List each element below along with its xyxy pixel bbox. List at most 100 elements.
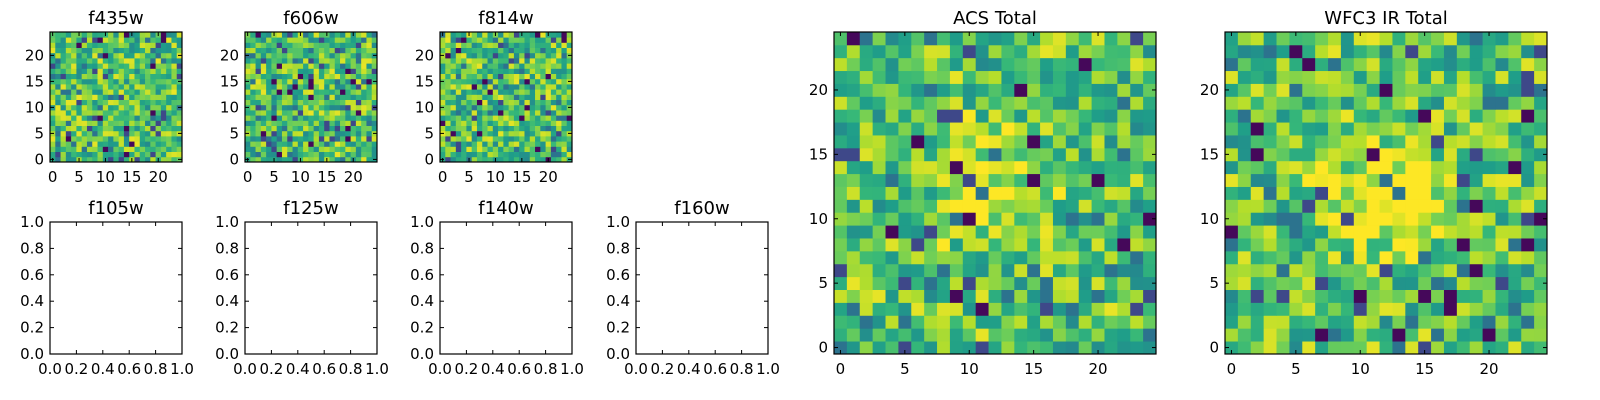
heatmap-cell: [949, 212, 964, 226]
heatmap-cell: [440, 42, 446, 48]
heatmap-cell: [303, 42, 309, 48]
heatmap-cell: [1508, 302, 1522, 316]
x-tick-label: 20: [344, 168, 363, 186]
heatmap-cell: [108, 115, 114, 121]
heatmap-cell: [529, 68, 536, 74]
heatmap-cell: [503, 120, 510, 126]
heatmap-cell: [471, 52, 478, 59]
heatmap-cell: [361, 115, 367, 121]
heatmap-cell: [1289, 57, 1303, 72]
heatmap-cell: [1263, 83, 1277, 97]
heatmap-cell: [988, 328, 1002, 342]
heatmap-cell: [445, 151, 451, 158]
heatmap-cell: [1328, 341, 1342, 355]
heatmap-cell: [1040, 70, 1054, 84]
heatmap-cell: [937, 147, 951, 162]
heatmap-cell: [885, 147, 899, 162]
heatmap-cell: [482, 136, 488, 142]
heatmap-cell: [65, 104, 72, 111]
heatmap-cell: [292, 73, 299, 80]
heatmap-cell: [1392, 135, 1406, 149]
heatmap-cell: [846, 83, 861, 97]
heatmap-cell: [1276, 122, 1290, 136]
heatmap-cell: [145, 68, 151, 74]
heatmap-cell: [1027, 83, 1041, 97]
heatmap-cell: [949, 160, 964, 175]
heatmap-cell: [975, 147, 989, 162]
heatmap-cell: [1443, 250, 1458, 265]
heatmap-cell: [834, 199, 848, 213]
heatmap-cell: [313, 156, 320, 163]
x-tick-label: 5: [464, 168, 474, 186]
heatmap-cell: [1328, 289, 1342, 303]
heatmap-cell: [150, 47, 156, 54]
heatmap-cell: [561, 146, 568, 152]
panel-title: ACS Total: [953, 8, 1037, 29]
heatmap-cell: [471, 94, 478, 100]
heatmap-cell: [1340, 263, 1355, 278]
heatmap-cell: [118, 130, 125, 137]
heatmap-cell: [455, 84, 462, 90]
heatmap-cell: [1315, 276, 1329, 290]
heatmap-cell: [139, 94, 146, 100]
heatmap-cell: [498, 141, 504, 147]
heatmap-cell: [92, 37, 98, 43]
y-tick-label: 5: [1209, 274, 1219, 292]
heatmap-cell: [535, 78, 541, 85]
heatmap-cell: [498, 84, 504, 90]
y-tick-label: 0.0: [215, 345, 239, 363]
heatmap-cell: [276, 63, 283, 69]
heatmap-cell: [1302, 276, 1316, 290]
heatmap-cell: [1418, 135, 1432, 149]
heatmap-cell: [329, 63, 336, 69]
heatmap-cell: [65, 73, 72, 80]
heatmap-cell: [303, 110, 309, 116]
heatmap-cell: [1521, 341, 1535, 355]
heatmap-cell: [498, 125, 504, 132]
heatmap-cell: [287, 146, 293, 152]
heatmap-cell: [171, 156, 178, 163]
x-tick-label: 5: [900, 360, 910, 378]
heatmap-cell: [519, 141, 525, 147]
heatmap-cell: [556, 99, 562, 106]
heatmap-cell: [566, 115, 573, 121]
heatmap-cell: [361, 125, 367, 132]
heatmap-cell: [287, 89, 293, 95]
x-tick-label: 0.0: [233, 360, 257, 378]
heatmap-cell: [108, 125, 114, 132]
heatmap-cell: [118, 151, 125, 158]
heatmap-cell: [1405, 83, 1419, 97]
heatmap-cell: [503, 110, 510, 116]
heatmap-cell: [440, 151, 446, 158]
heatmap-cells: [834, 32, 1157, 355]
heatmap-cell: [1289, 225, 1303, 239]
heatmap-cell: [540, 47, 546, 54]
heatmap-cell: [171, 141, 178, 147]
heatmap-cell: [371, 47, 378, 54]
heatmap-cell: [171, 73, 178, 80]
heatmap-cell: [255, 125, 262, 132]
heatmap-cell: [108, 84, 114, 90]
heatmap-cell: [482, 58, 488, 64]
heatmap-cell: [297, 73, 304, 80]
heatmap-cell: [1143, 44, 1157, 59]
heatmap-cell: [361, 78, 367, 85]
heatmap-cell: [1456, 212, 1471, 226]
heatmap-cell: [450, 47, 457, 54]
heatmap-cell: [81, 32, 88, 38]
heatmap-cell: [297, 42, 304, 48]
heatmap-cell: [1521, 199, 1535, 213]
heatmap-cell: [160, 130, 167, 137]
heatmap-cell: [255, 104, 262, 111]
heatmap-cell: [340, 84, 346, 90]
heatmap-cell: [455, 125, 462, 132]
heatmap-cell: [487, 68, 494, 74]
heatmap-cell: [937, 83, 951, 97]
heatmap-cell: [303, 63, 309, 69]
heatmap-cell: [371, 68, 378, 74]
heatmap-cell: [519, 84, 525, 90]
heatmap-cell: [545, 42, 552, 48]
heatmap-cell: [113, 151, 120, 158]
heatmap-cell: [366, 104, 373, 111]
